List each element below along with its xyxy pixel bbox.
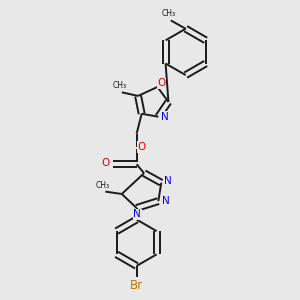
Text: Br: Br: [130, 279, 143, 292]
Text: CH₃: CH₃: [162, 9, 176, 18]
Text: N: N: [162, 196, 169, 206]
Text: CH₃: CH₃: [112, 81, 126, 90]
Text: N: N: [164, 176, 172, 186]
Text: CH₃: CH₃: [96, 181, 110, 190]
Text: N: N: [133, 209, 141, 220]
Text: O: O: [101, 158, 110, 168]
Text: O: O: [138, 142, 146, 152]
Text: N: N: [161, 112, 169, 122]
Text: O: O: [158, 78, 166, 88]
